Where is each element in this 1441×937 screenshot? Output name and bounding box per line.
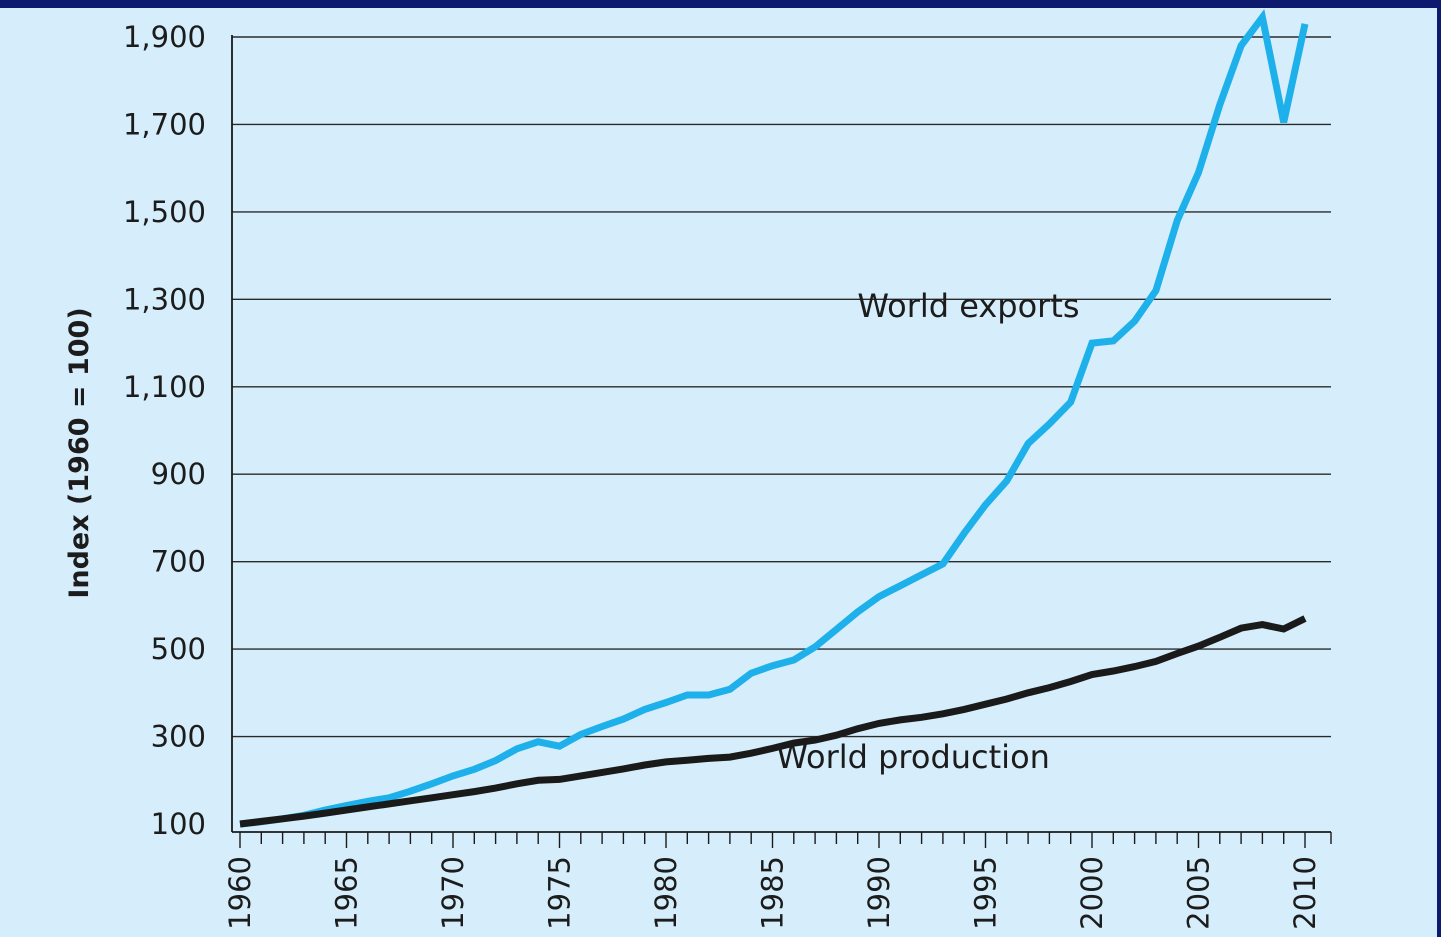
x-axis-ticks: 1960 1965 1970 1975 1980 1985 1990 1995 2000 2005… <box>223 832 1332 930</box>
y-tick-label: 300 <box>151 720 206 754</box>
gridlines <box>232 36 1331 738</box>
series-labels: World exports World production <box>776 287 1079 776</box>
y-tick-label: 700 <box>151 545 206 579</box>
x-tick-label: 1970 <box>436 856 470 930</box>
x-tick-label: 2000 <box>1075 856 1109 930</box>
x-tick-label: 1990 <box>862 856 896 930</box>
x-tick-label: 1960 <box>223 856 257 930</box>
world-production-line <box>239 615 1307 828</box>
y-tick-label: 900 <box>151 457 206 491</box>
world-exports-line <box>239 8 1309 828</box>
x-tick-label: 1995 <box>969 856 1003 930</box>
line-chart: 100 300 500 700 900 1,100 1,300 1,500 1,700 1,900… <box>64 8 1332 930</box>
y-tick-label: 100 <box>151 807 206 841</box>
x-tick-label: 1975 <box>543 856 577 930</box>
y-tick-label: 1,100 <box>123 370 206 404</box>
world-production-label: World production <box>776 738 1050 776</box>
axes <box>231 35 1331 833</box>
y-axis-ticks: 100 300 500 700 900 1,100 1,300 1,500 1,700 1,900 <box>123 20 206 841</box>
chart-panel: 100 300 500 700 900 1,100 1,300 1,500 1,700 1,900… <box>0 8 1437 937</box>
y-axis-label: Index (1960 = 100) <box>64 307 95 598</box>
y-tick-label: 1,900 <box>123 20 206 54</box>
x-tick-label: 1965 <box>330 856 364 930</box>
y-tick-label: 1,500 <box>123 195 206 229</box>
series-lines <box>239 8 1309 828</box>
x-tick-label: 1985 <box>756 856 790 930</box>
x-tick-label: 2005 <box>1182 856 1216 930</box>
y-tick-label: 1,300 <box>123 282 206 316</box>
x-tick-label: 1980 <box>649 856 683 930</box>
x-tick-label: 2010 <box>1288 856 1322 930</box>
world-exports-label: World exports <box>857 287 1079 325</box>
y-tick-label: 1,700 <box>123 107 206 141</box>
y-tick-label: 500 <box>151 632 206 666</box>
